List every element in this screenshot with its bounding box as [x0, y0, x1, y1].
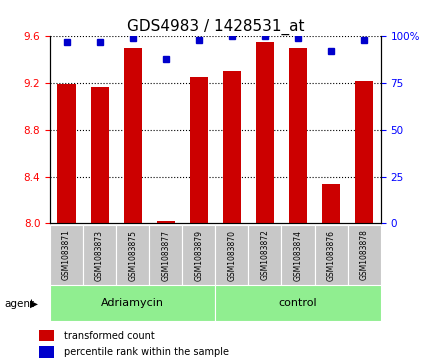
Title: GDS4983 / 1428531_at: GDS4983 / 1428531_at — [126, 19, 303, 35]
Bar — [215, 285, 380, 321]
Text: Adriamycin: Adriamycin — [101, 298, 164, 308]
Bar — [57, 84, 76, 223]
Bar — [321, 184, 339, 223]
Bar — [116, 225, 149, 285]
Text: agent: agent — [4, 299, 34, 309]
Bar — [189, 77, 207, 223]
Text: ▶: ▶ — [30, 299, 37, 309]
Text: GSM1083871: GSM1083871 — [62, 229, 71, 281]
Text: GSM1083875: GSM1083875 — [128, 229, 137, 281]
Bar — [90, 86, 108, 223]
Text: GSM1083872: GSM1083872 — [260, 229, 269, 281]
Bar — [347, 225, 380, 285]
Text: control: control — [278, 298, 316, 308]
Bar — [39, 330, 54, 341]
Text: GSM1083876: GSM1083876 — [326, 229, 335, 281]
Bar — [314, 225, 347, 285]
Text: GSM1083873: GSM1083873 — [95, 229, 104, 281]
Bar — [39, 346, 54, 358]
Bar — [156, 221, 174, 223]
Bar — [222, 72, 240, 223]
Text: transformed count: transformed count — [63, 331, 154, 341]
Bar — [149, 225, 182, 285]
Text: GSM1083870: GSM1083870 — [227, 229, 236, 281]
Bar — [50, 285, 215, 321]
Bar — [255, 42, 273, 223]
Bar — [83, 225, 116, 285]
Text: GSM1083877: GSM1083877 — [161, 229, 170, 281]
Bar — [248, 225, 281, 285]
Text: percentile rank within the sample: percentile rank within the sample — [63, 347, 228, 357]
Bar — [215, 225, 248, 285]
Bar — [182, 225, 215, 285]
Bar — [50, 225, 83, 285]
Text: GSM1083878: GSM1083878 — [359, 229, 368, 281]
Text: GSM1083879: GSM1083879 — [194, 229, 203, 281]
Bar — [123, 48, 141, 223]
Bar — [281, 225, 314, 285]
Bar — [354, 81, 372, 223]
Text: GSM1083874: GSM1083874 — [293, 229, 302, 281]
Bar — [288, 48, 306, 223]
